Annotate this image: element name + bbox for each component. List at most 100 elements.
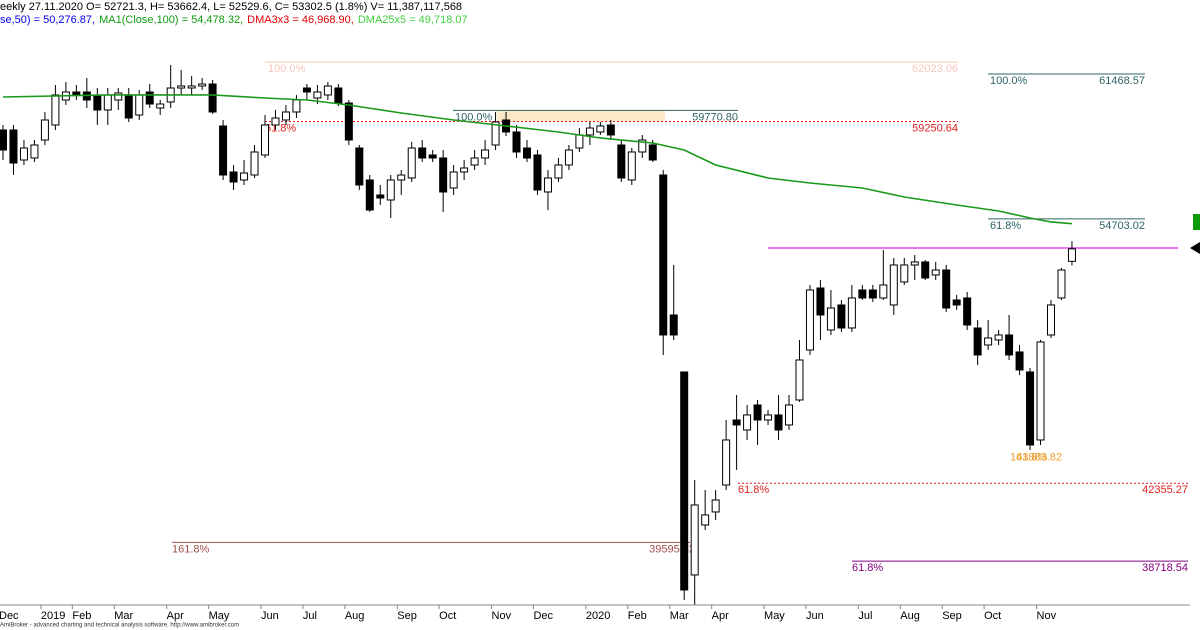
candle-body [743,414,752,431]
candle-body [753,404,762,421]
candle-body [407,147,416,179]
x-tick-label: Jul [858,610,872,622]
x-tick-label: Dec [0,610,19,622]
candle-body [40,119,49,141]
candle-body [428,154,437,159]
candle-body [585,127,594,136]
candle-body [281,111,290,121]
x-tick-label: Sep [942,610,962,622]
candle-body [564,149,573,166]
price-arrow [1190,242,1200,254]
fib-pct: 100.0% [990,75,1028,87]
candle-body [732,419,741,426]
candle-body [1047,304,1055,336]
fib-pct: 61.8% [265,122,296,134]
candle-body [722,439,731,486]
candle-body [72,91,81,96]
candle-body [701,514,710,526]
candle-body [1015,351,1024,371]
fib-value: 59250.64 [912,122,958,134]
candle-body [124,94,133,119]
candle-body [187,85,196,89]
candle-body [208,83,217,113]
x-tick-label: Feb [628,610,647,622]
candle-body [470,157,479,166]
x-tick-label: Nov [492,610,512,622]
candle-body [512,131,521,153]
candle-body [323,85,332,96]
x-tick-label: Apr [712,610,729,622]
candle-body [627,151,636,181]
candle-body [774,414,783,431]
candle-body [292,99,301,113]
footer-note: AmiBroker - advanced charting and techni… [0,623,239,629]
plot-area: 100.0% 62023.06 100.0% 59770.80 61.8% 59250.6… [0,61,1188,622]
fib-pct: 161.8% [172,543,210,555]
indicator-line: se,50) = 50,276.87, MA1(Close,100) = 54,4… [0,14,468,26]
candle-body [889,264,898,306]
candle-body [785,404,793,426]
candle-body [669,314,678,336]
x-tick-label: May [209,610,230,622]
indicator: DMA3x3 = 46,968.90, [247,14,354,26]
fib-value: 54703.02 [1099,220,1145,232]
candle-body [1026,371,1035,446]
x-tick-label: Dec [533,610,553,622]
fib-pct: 100.0% [455,111,493,123]
candle-body [103,94,112,111]
candle-body [994,334,1003,341]
candle-body [439,157,448,193]
fib-value: 62023.06 [912,63,958,75]
candle-body [449,171,458,189]
candle-body [900,264,909,283]
x-tick-label: Oct [984,610,1001,622]
fib-value: 43883.82 [1016,451,1062,463]
candle-body [648,144,657,161]
candle-body [690,504,699,576]
candle-body [816,287,825,316]
candle-body [344,102,353,141]
candle-body [963,297,972,326]
indicator: se,50) = 50,276.87, [0,14,95,26]
candle-body [764,414,773,421]
candle-body [1005,334,1014,356]
fib-pct: 161.8% [1010,451,1048,463]
candle-body [156,103,165,109]
candle-body [460,167,469,173]
candle-body [9,129,18,164]
candle-body [145,91,154,105]
candle-body [135,94,144,116]
candle-body [868,289,877,299]
candle-body [711,499,720,513]
fib-pct: 100.0% [268,63,306,75]
candle-body [575,134,584,149]
candle-body [19,147,28,161]
candle-body [952,299,961,306]
moving-average [2,94,1073,225]
candle-body [596,125,605,133]
candle-body [397,174,406,181]
x-tick-label: Sep [397,610,417,622]
chart-title: eekly 27.11.2020 O= 52721.3, H= 53662.4,… [0,1,462,13]
candle-body [386,179,395,201]
candle-body [93,94,102,111]
fib-value: 59770.80 [692,111,738,123]
candle-body [418,147,427,159]
candle-body [680,371,689,591]
fib-value: 38718.54 [1142,562,1188,574]
candle-body [805,289,814,351]
candle-body [837,304,846,329]
candle-body [1067,248,1076,262]
x-tick-label: Nov [1037,610,1057,622]
x-tick-label: 2019 [41,610,65,622]
candle-body [795,359,804,401]
candle-body [858,289,867,299]
candle-body [240,172,249,181]
candle-body [921,261,930,279]
candle-body [271,117,280,126]
fib-value: 42355.27 [1142,484,1188,496]
fib-pct: 61.8% [738,484,769,496]
candle-body [0,129,7,151]
